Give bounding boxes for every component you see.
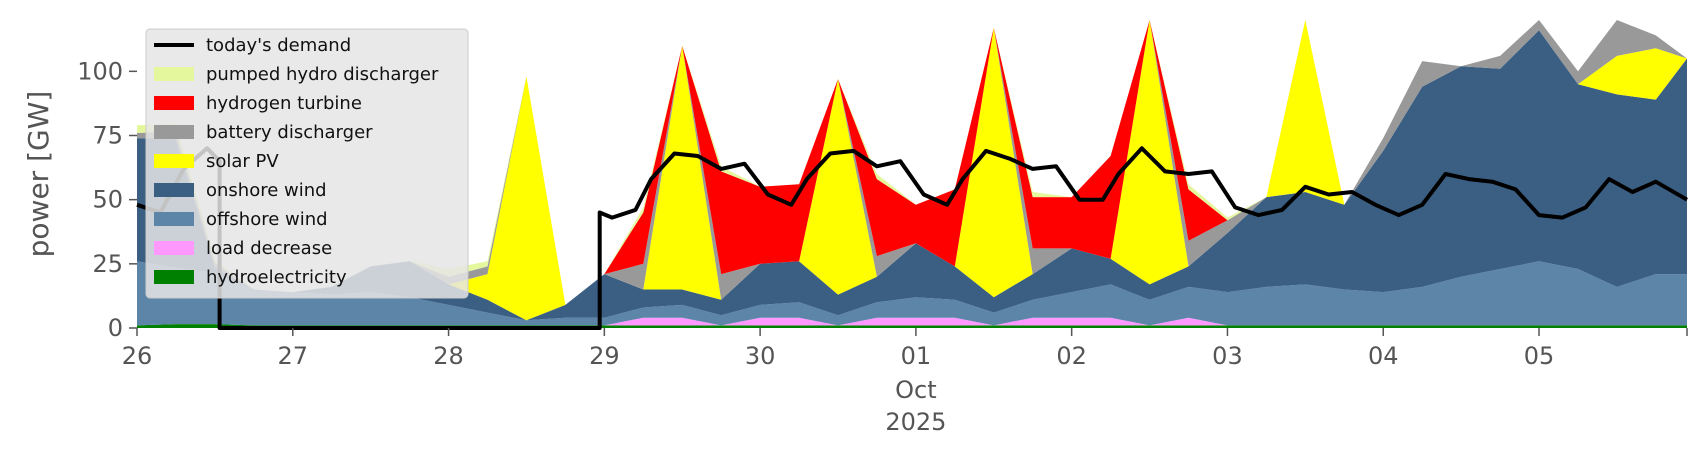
x-tick-label: 30: [745, 342, 776, 370]
legend-label-battery-discharger: battery discharger: [206, 122, 373, 143]
legend-swatch-hydrogen-turbine: [154, 96, 194, 110]
legend-swatch-battery-discharger: [154, 125, 194, 139]
x-year-label: 2025: [885, 408, 946, 436]
y-tick-label: 0: [108, 314, 123, 342]
legend: today's demand pumped hydro discharger hyd…: [145, 28, 469, 299]
x-month-label: Oct: [895, 376, 937, 404]
legend-swatch-onshore-wind: [154, 183, 194, 197]
legend-swatch-load-decrease: [154, 241, 194, 255]
area-offshore-wind: [137, 261, 1687, 326]
y-tick-label: 75: [92, 122, 123, 150]
x-tick-label: 05: [1524, 342, 1555, 370]
area-onshore-wind: [137, 30, 1687, 321]
legend-swatch-hydroelectricity: [154, 270, 194, 284]
legend-label-onshore-wind: onshore wind: [206, 180, 327, 201]
legend-label-offshore-wind: offshore wind: [206, 209, 328, 230]
area-load-decrease: [137, 317, 1687, 326]
legend-label-solar-pv: solar PV: [206, 151, 279, 172]
demand-line-layer: [136, 146, 1688, 330]
y-tick-label: 100: [77, 57, 123, 85]
x-tick-label: 29: [589, 342, 620, 370]
x-tick-label: 03: [1212, 342, 1243, 370]
legend-label-today-s-demand: today's demand: [206, 35, 351, 56]
x-tick-label: 04: [1368, 342, 1399, 370]
legend-label-hydroelectricity: hydroelectricity: [206, 267, 347, 288]
x-tick-label: 27: [278, 342, 309, 370]
legend-swatch-solar-pv: [154, 154, 194, 168]
legend-box: [145, 28, 469, 299]
y-tick-label: 50: [92, 186, 123, 214]
area-solar-pv: [137, 20, 1687, 321]
y-axis-label: power [GW]: [22, 91, 55, 258]
x-tick-label: 02: [1056, 342, 1087, 370]
legend-swatch-offshore-wind: [154, 212, 194, 226]
legend-label-hydrogen-turbine: hydrogen turbine: [206, 93, 362, 114]
demand-line: [136, 146, 1688, 330]
legend-label-pumped-hydro-discharger: pumped hydro discharger: [206, 64, 439, 85]
x-tick-label: 28: [433, 342, 464, 370]
legend-swatch-pumped-hydro-discharger: [154, 67, 194, 81]
y-tick-label: 25: [92, 250, 123, 278]
legend-label-load-decrease: load decrease: [206, 238, 332, 259]
x-tick-label: 01: [901, 342, 932, 370]
x-tick-label: 26: [122, 342, 153, 370]
axes: 0 25 50 75 100 26 27 28 29 30 01 02 03 04 05 Oct 2025: [77, 57, 1688, 436]
